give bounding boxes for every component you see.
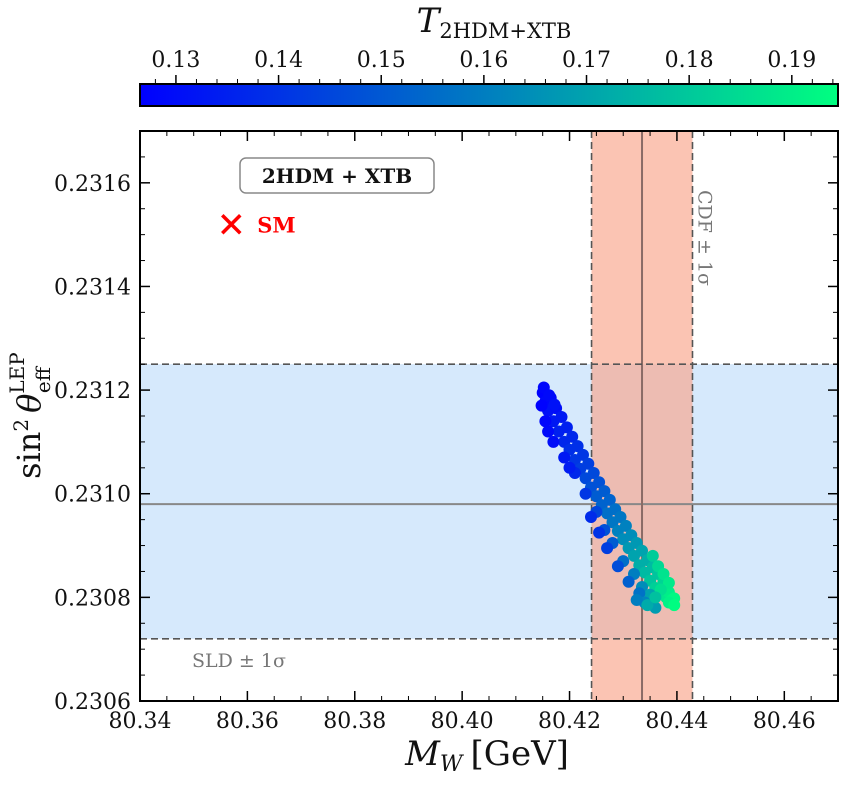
scatter-point: [543, 389, 556, 402]
sm-label: SM: [257, 212, 295, 237]
scatter-point: [582, 457, 595, 470]
x-tick-label: 80.36: [216, 709, 279, 734]
scatter-point: [593, 526, 606, 539]
y-tick-label: 0.2308: [54, 586, 131, 611]
x-tick-label: 80.42: [538, 709, 601, 734]
scatter-point: [619, 519, 632, 532]
x-tick-label: 80.46: [753, 709, 816, 734]
scatter-point: [662, 576, 675, 589]
scatter-point: [598, 485, 611, 498]
scatter-point: [547, 435, 560, 448]
y-axis-label-sub: eff: [31, 365, 55, 393]
scatter-point: [585, 511, 597, 523]
x-axis-label-sub: W: [440, 752, 465, 777]
y-axis-ticks: 0.2306 0.2308 0.2310 0.2312 0.2314 0.2316: [54, 130, 838, 715]
legend-box-label: 2HDM + XTB: [262, 164, 412, 188]
y-tick-label: 0.2314: [54, 275, 131, 300]
scatter-point: [636, 544, 648, 557]
colorbar-tick-label: 0.18: [665, 48, 714, 73]
scatter-point: [657, 568, 670, 580]
y-axis-label-theta: θ: [10, 394, 48, 413]
scatter-point: [601, 542, 614, 555]
sm-marker-stroke: [221, 214, 242, 235]
colorbar-ticks: 0.13 0.14 0.15 0.16 0.17 0.18 0.19: [151, 48, 834, 84]
scatter-point: [539, 415, 552, 428]
y-axis-label-main: sin: [10, 432, 48, 479]
scatter-point: [668, 599, 681, 612]
plot-area: [140, 131, 838, 701]
scatter-point: [579, 487, 592, 500]
scatter-point: [630, 594, 643, 606]
colorbar-tick-label: 0.14: [254, 48, 303, 73]
scatter-point: [587, 467, 600, 479]
x-tick-label: 80.34: [109, 709, 172, 734]
scatter-point: [542, 425, 555, 438]
x-axis-label: MW [GeV]: [404, 734, 569, 777]
x-axis-ticks: 80.34 80.36 80.38 80.40 80.42 80.44 80.46: [109, 131, 839, 734]
scatter-point: [577, 448, 589, 461]
scatter-point: [535, 399, 548, 412]
colorbar-tick-label: 0.13: [151, 48, 200, 73]
colorbar-label-main: T: [417, 1, 442, 41]
legend-box: [239, 157, 435, 194]
scatter-point: [603, 493, 616, 506]
x-axis-label-main: M: [404, 734, 441, 774]
scatter-point: [560, 421, 573, 434]
y-tick-label: 0.2312: [54, 379, 131, 404]
y-axis-label: sin2 θLEP eff: [5, 353, 55, 479]
x-tick-label: 80.44: [645, 709, 708, 734]
plot-frame: [139, 130, 839, 702]
scatter-point: [555, 411, 568, 423]
sld-band: [140, 364, 838, 639]
scatter-point: [646, 549, 659, 562]
scatter-point: [593, 476, 606, 489]
scatter-point: [641, 599, 654, 612]
colorbar-tick-label: 0.16: [459, 48, 508, 73]
scatter-point: [558, 451, 571, 464]
colorbar-tick-label: 0.15: [357, 48, 406, 73]
y-tick-label: 0.2310: [54, 483, 131, 508]
x-axis-label-unit: [GeV]: [471, 734, 569, 774]
y-tick-label: 0.2306: [54, 690, 131, 715]
y-tick-label: 0.2316: [54, 172, 131, 197]
scatter-point: [563, 461, 576, 474]
scatter-point: [566, 430, 579, 443]
colorbar-label-sub: 2HDM+XTB: [439, 19, 571, 43]
colorbar-tick-label: 0.19: [767, 48, 816, 73]
scatter-point: [649, 591, 662, 604]
sm-marker: [221, 214, 242, 235]
colorbar-label: T2HDM+XTB: [417, 1, 572, 43]
sld-band-label: SLD ± 1σ: [192, 650, 286, 672]
x-tick-label: 80.38: [323, 709, 386, 734]
colorbar: [139, 83, 839, 107]
scatter-point: [571, 440, 584, 453]
scatter-points: [535, 381, 681, 614]
scatter-point: [622, 575, 635, 588]
scatter-point: [614, 511, 627, 523]
y-axis-label-sup: LEP: [5, 353, 29, 394]
scatter-point: [548, 398, 561, 411]
cdf-band-label: CDF ± 1σ: [693, 190, 715, 286]
x-tick-label: 80.40: [431, 709, 494, 734]
y-axis-label-exp: 2: [9, 419, 33, 432]
colorbar-tick-label: 0.17: [562, 48, 611, 73]
scatter-point: [611, 560, 624, 573]
